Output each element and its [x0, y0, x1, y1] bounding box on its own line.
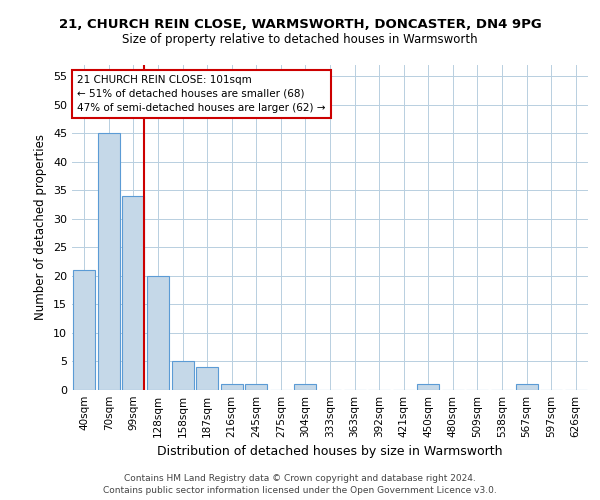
Bar	[196, 367, 218, 390]
Bar	[515, 384, 538, 390]
Bar	[147, 276, 169, 390]
Bar	[122, 196, 145, 390]
Text: 21, CHURCH REIN CLOSE, WARMSWORTH, DONCASTER, DN4 9PG: 21, CHURCH REIN CLOSE, WARMSWORTH, DONCA…	[59, 18, 541, 30]
Text: Size of property relative to detached houses in Warmsworth: Size of property relative to detached ho…	[122, 32, 478, 46]
Text: 21 CHURCH REIN CLOSE: 101sqm
← 51% of detached houses are smaller (68)
47% of se: 21 CHURCH REIN CLOSE: 101sqm ← 51% of de…	[77, 74, 326, 113]
X-axis label: Distribution of detached houses by size in Warmsworth: Distribution of detached houses by size …	[157, 446, 503, 458]
Bar	[221, 384, 243, 390]
Bar	[295, 384, 316, 390]
Bar	[245, 384, 268, 390]
Y-axis label: Number of detached properties: Number of detached properties	[34, 134, 47, 320]
Bar	[98, 134, 120, 390]
Text: Contains HM Land Registry data © Crown copyright and database right 2024.
Contai: Contains HM Land Registry data © Crown c…	[103, 474, 497, 495]
Bar	[417, 384, 439, 390]
Bar	[172, 362, 194, 390]
Bar	[73, 270, 95, 390]
